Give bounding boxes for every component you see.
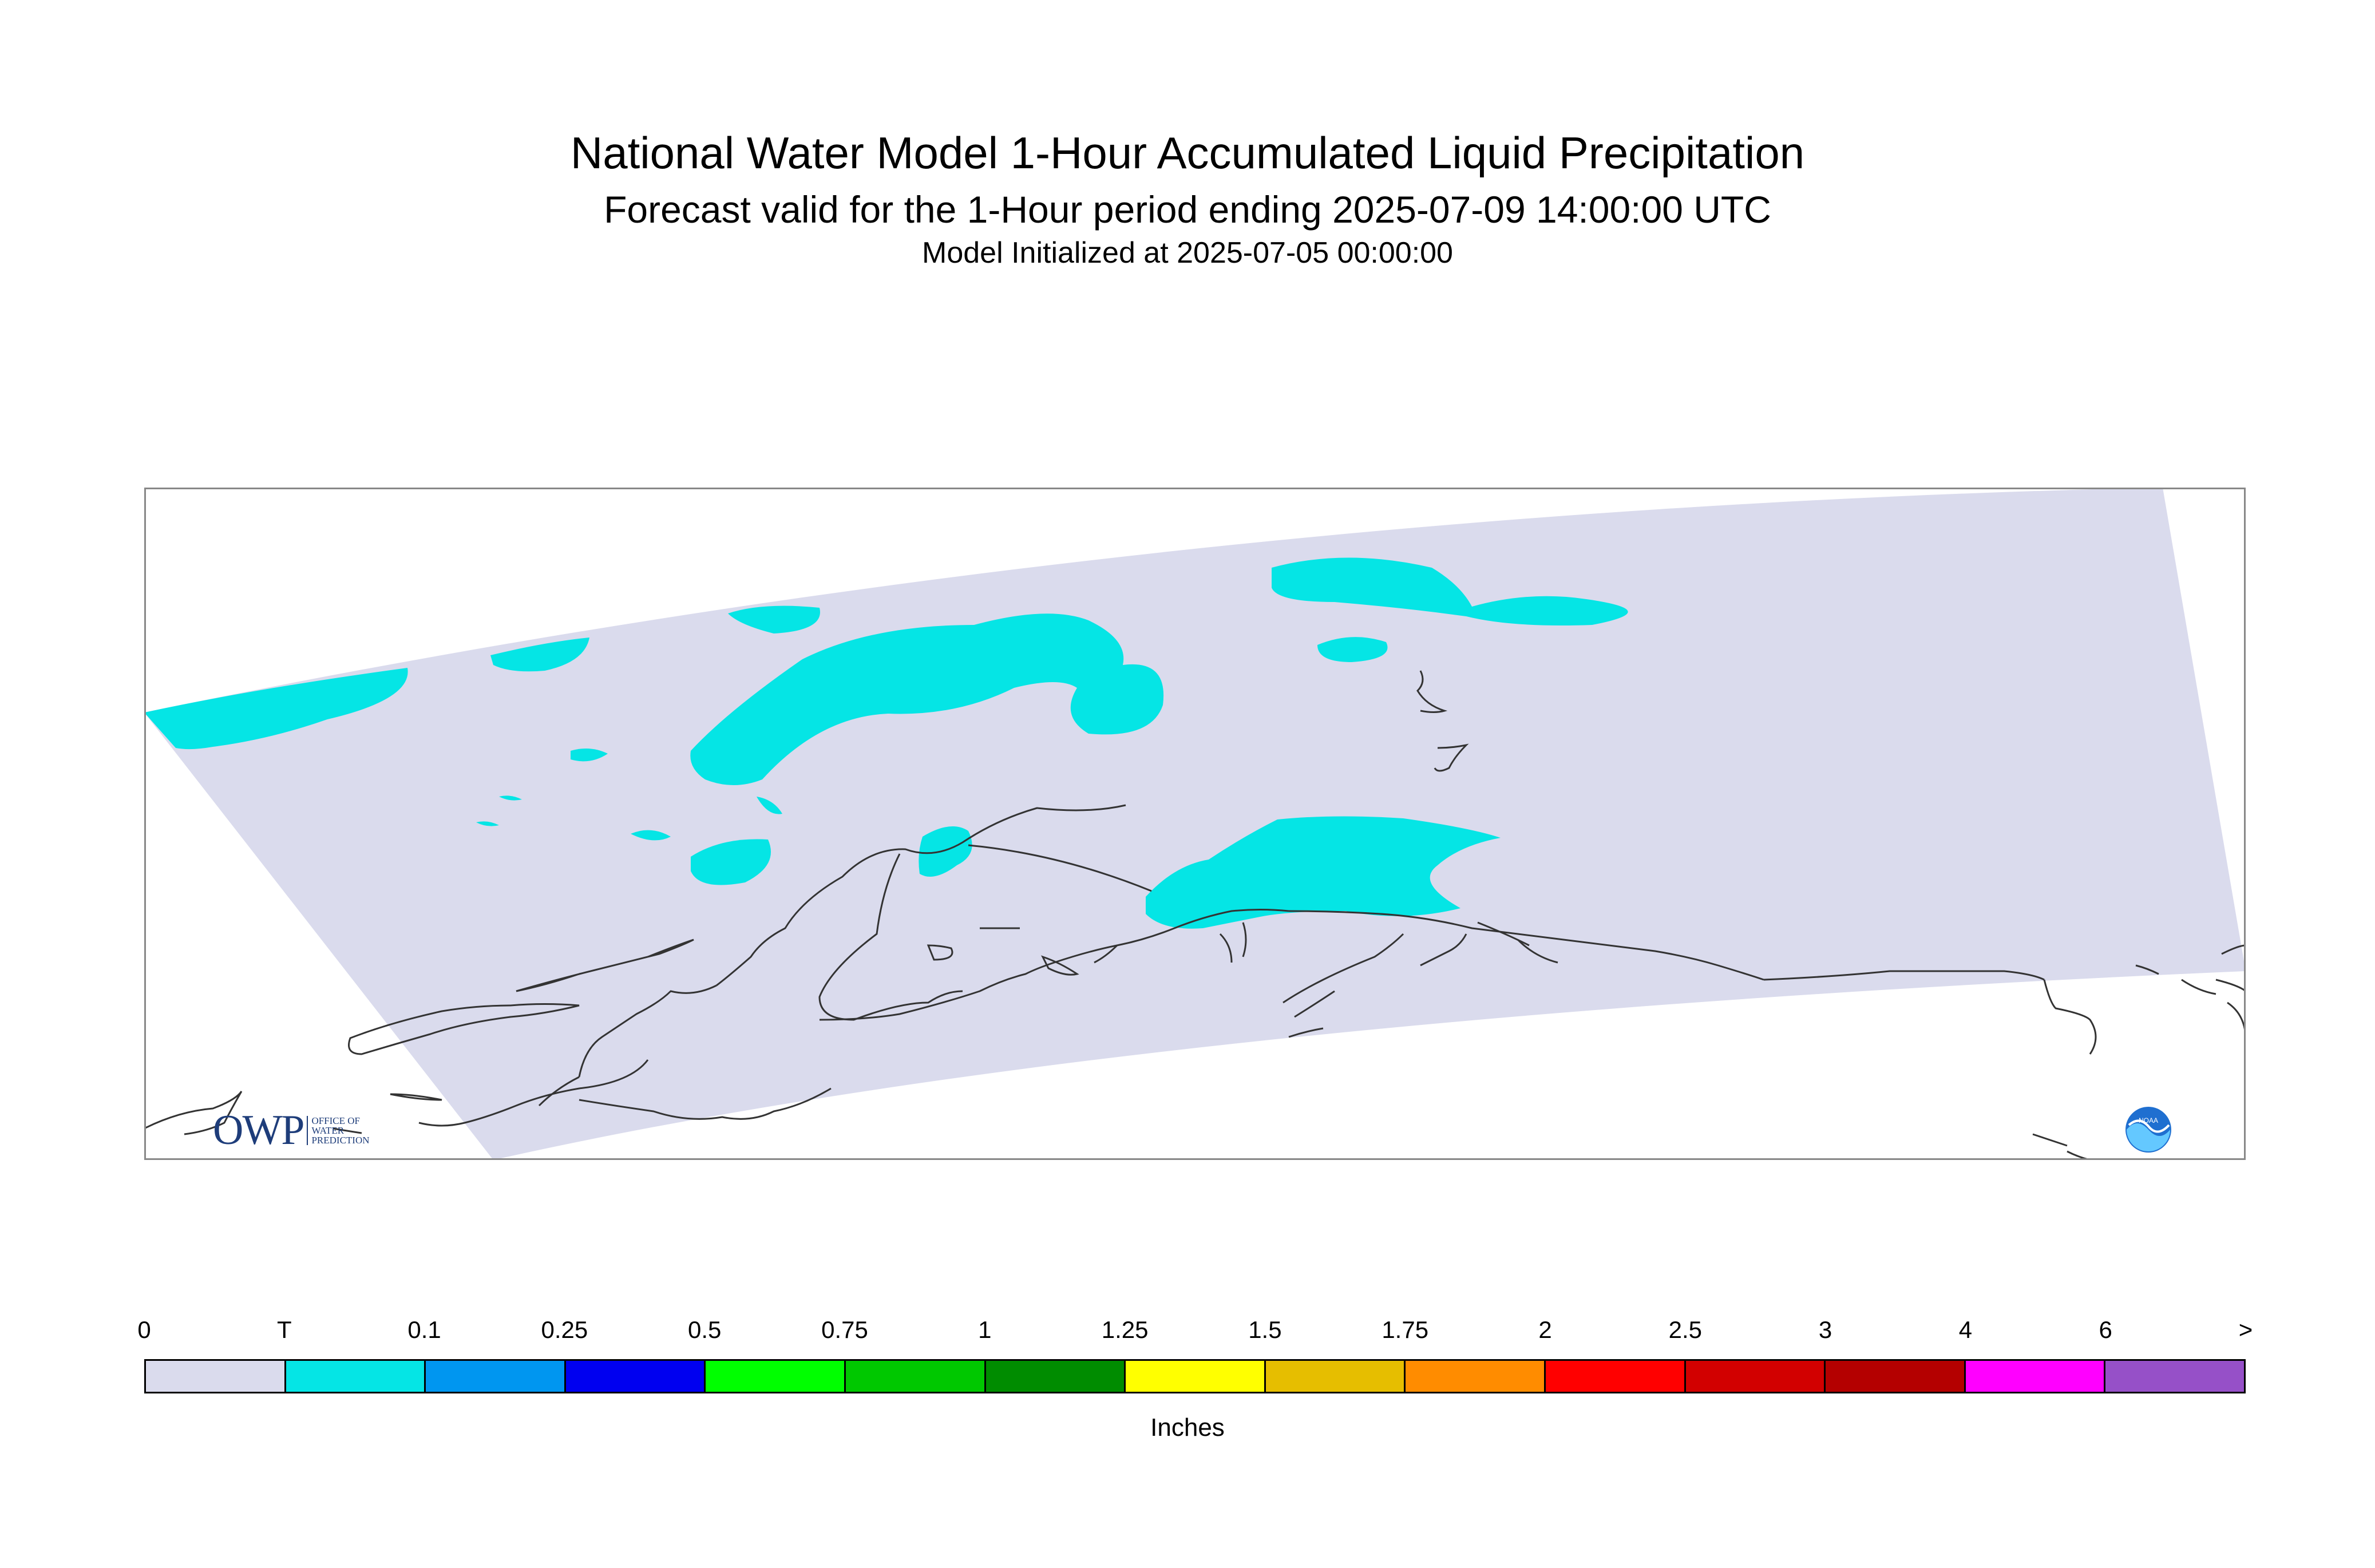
coastline bbox=[1416, 670, 1448, 713]
coastline bbox=[1517, 939, 1558, 964]
precip-areas bbox=[144, 557, 1628, 929]
noaa-text: NOAA bbox=[2139, 1116, 2158, 1124]
coastline bbox=[2032, 1133, 2068, 1147]
legend-swatch bbox=[1685, 1361, 1826, 1392]
precip-area bbox=[919, 826, 972, 877]
legend-tick-label: 1.25 bbox=[1101, 1316, 1149, 1343]
coastline bbox=[1294, 990, 1335, 1018]
legend-swatch bbox=[2105, 1361, 2244, 1392]
legend-tick-label: 4 bbox=[1958, 1316, 1973, 1343]
precip-area bbox=[144, 668, 408, 750]
coastline bbox=[348, 1003, 580, 1055]
owp-wordmark: OWP bbox=[213, 1106, 304, 1154]
precip-area bbox=[490, 638, 589, 672]
coastline bbox=[1219, 933, 1233, 963]
precip-area bbox=[1146, 816, 1501, 929]
precip-area bbox=[1317, 637, 1388, 662]
coastline bbox=[2215, 979, 2246, 992]
coastline bbox=[927, 944, 953, 961]
legend-swatch bbox=[985, 1361, 1126, 1392]
legend-tick-label: 1.5 bbox=[1248, 1316, 1282, 1343]
precip-area bbox=[1272, 557, 1628, 625]
precip-area bbox=[690, 613, 1164, 785]
map-frame bbox=[144, 488, 2246, 1160]
coastline bbox=[716, 804, 1126, 987]
coastline bbox=[538, 1076, 580, 1107]
legend-tick-label: 1.75 bbox=[1382, 1316, 1429, 1343]
legend-tick-label: 6 bbox=[2099, 1316, 2112, 1343]
coastline bbox=[144, 1091, 243, 1135]
owp-subtitle: OFFICE OF WATER PREDICTION bbox=[307, 1115, 370, 1145]
noaa-logo: NOAA bbox=[2125, 1107, 2171, 1153]
coastline bbox=[1288, 910, 1764, 981]
coastline bbox=[332, 1127, 362, 1134]
coastline bbox=[2181, 979, 2216, 995]
legend-tick-label: 0.75 bbox=[821, 1316, 868, 1343]
legend-tick-label: 1 bbox=[978, 1316, 992, 1343]
coastline bbox=[1282, 933, 1404, 1004]
coastline bbox=[516, 939, 694, 992]
coastline bbox=[968, 844, 1152, 892]
coastline bbox=[1041, 955, 1079, 976]
coastline bbox=[1094, 944, 1118, 964]
chart-subtitle: Forecast valid for the 1-Hour period end… bbox=[604, 188, 1771, 231]
legend-swatch bbox=[1826, 1361, 1966, 1392]
legend-tick-label: 0.1 bbox=[407, 1316, 441, 1343]
coastline bbox=[1434, 743, 1469, 772]
legend-tick-label: > bbox=[2238, 1316, 2253, 1343]
coastline bbox=[1477, 921, 1530, 947]
legend-tick-label: 2.5 bbox=[1668, 1316, 1702, 1343]
legend-colorbar bbox=[144, 1359, 2246, 1393]
coastline bbox=[579, 1087, 832, 1120]
coastline bbox=[390, 1093, 442, 1101]
precip-area bbox=[757, 797, 782, 814]
legend-tick-label: T bbox=[276, 1316, 292, 1343]
coastline bbox=[2043, 979, 2097, 1055]
legend-swatch bbox=[1545, 1361, 1686, 1392]
legend-swatch bbox=[1406, 1361, 1546, 1392]
legend-swatch bbox=[286, 1361, 426, 1392]
init-time: Model Initialized at 2025-07-05 00:00:00 bbox=[922, 236, 1453, 270]
legend-swatch bbox=[146, 1361, 286, 1392]
coastline bbox=[819, 909, 1289, 1021]
coastline bbox=[578, 984, 717, 1078]
precip-area bbox=[571, 749, 608, 762]
legend-tick-label: 0 bbox=[137, 1316, 151, 1343]
legend-tick-label: 3 bbox=[1818, 1316, 1832, 1343]
legend-tick-label: 2 bbox=[1538, 1316, 1552, 1343]
coastline bbox=[1420, 933, 1467, 967]
coastline bbox=[1242, 922, 1247, 957]
coastline bbox=[2135, 964, 2159, 975]
coastline bbox=[1763, 970, 2045, 981]
legend-swatch bbox=[1265, 1361, 1406, 1392]
chart-title: National Water Model 1-Hour Accumulated … bbox=[570, 128, 1805, 178]
model-domain bbox=[144, 488, 2246, 1160]
precip-area bbox=[728, 605, 820, 633]
legend-tick-label: 0.5 bbox=[687, 1316, 722, 1343]
coastline bbox=[2227, 1001, 2246, 1038]
legend-swatch bbox=[706, 1361, 846, 1392]
precip-area bbox=[691, 839, 771, 885]
legend-swatch bbox=[565, 1361, 706, 1392]
legend-swatch bbox=[1126, 1361, 1266, 1392]
map-panel bbox=[144, 488, 2246, 1160]
legend-swatch bbox=[1965, 1361, 2106, 1392]
owp-logo: OWP OFFICE OF WATER PREDICTION bbox=[213, 1106, 370, 1154]
precip-area bbox=[631, 830, 671, 841]
legend-swatch bbox=[426, 1361, 566, 1392]
coastline bbox=[418, 1059, 649, 1127]
precip-area bbox=[499, 795, 522, 801]
coastlines bbox=[144, 670, 2246, 1160]
coastline bbox=[818, 853, 963, 1021]
coastline bbox=[1288, 1027, 1324, 1038]
precip-area bbox=[476, 821, 499, 826]
legend-swatch bbox=[845, 1361, 986, 1392]
legend-tick-label: 0.25 bbox=[541, 1316, 588, 1343]
legend-units: Inches bbox=[1150, 1413, 1225, 1442]
